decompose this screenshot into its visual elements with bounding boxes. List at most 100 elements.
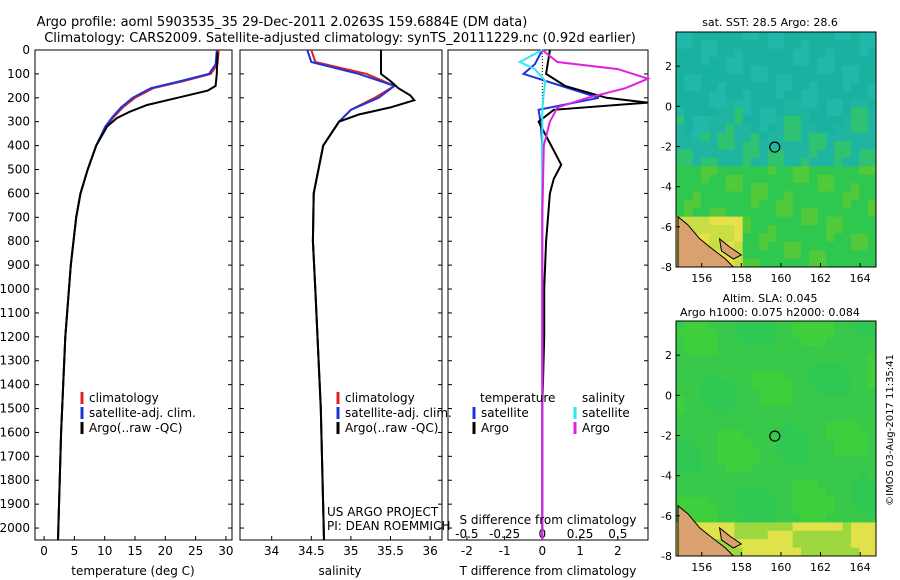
map-field-cell <box>784 455 794 465</box>
map-field-cell <box>676 354 685 364</box>
map-field-cell <box>834 362 844 372</box>
map-field-cell <box>759 258 769 268</box>
map-field-cell <box>734 65 744 75</box>
map-field-cell <box>801 99 810 109</box>
map-field-cell <box>784 488 794 498</box>
map-field-cell <box>717 82 727 92</box>
map-field-cell <box>809 124 819 134</box>
depth-tick-label: 1500 <box>0 402 30 416</box>
map-field-cell <box>826 191 835 201</box>
map-field-cell <box>767 488 777 498</box>
map-field-cell <box>684 455 694 465</box>
map-field-cell <box>776 250 785 260</box>
map-field-cell <box>767 32 777 41</box>
map-field-cell <box>784 149 794 159</box>
map-field-cell <box>784 547 794 557</box>
map-field-cell <box>792 321 802 330</box>
map-field-cell <box>809 233 819 243</box>
map-field-cell <box>726 321 735 330</box>
map-field-cell <box>692 225 702 234</box>
map-field-cell <box>809 191 819 201</box>
map-field-cell <box>759 183 769 192</box>
map-field-cell <box>726 90 735 100</box>
map-field-cell <box>859 216 869 226</box>
map-field-cell <box>826 82 835 92</box>
map-field-cell <box>767 522 777 532</box>
map-field-cell <box>809 514 819 523</box>
map-field-cell <box>726 157 735 167</box>
map-field-cell <box>817 446 827 456</box>
map-field-cell <box>809 337 819 347</box>
map-field-cell <box>859 472 869 481</box>
map-field-cell <box>742 174 752 184</box>
map-field-cell <box>842 430 852 439</box>
map-field-cell <box>834 455 844 465</box>
map-field-cell <box>776 183 785 192</box>
map-field-cell <box>834 514 844 523</box>
map-frame <box>675 320 877 557</box>
map-field-cell <box>759 216 769 226</box>
map-field-cell <box>751 321 760 330</box>
map-field-cell <box>801 430 810 439</box>
map-field-cell <box>717 539 727 549</box>
map-y-tick-label: -2 <box>661 140 672 153</box>
map-field-cell <box>692 99 702 109</box>
map-field-cell <box>784 115 794 125</box>
map-field-cell <box>734 124 744 134</box>
map-field-cell <box>701 430 710 439</box>
map-field-cell <box>767 514 777 523</box>
map-field-cell <box>809 505 819 515</box>
map-field-cell <box>851 57 860 67</box>
map-field-cell <box>809 522 819 532</box>
map-field-cell <box>826 99 835 109</box>
map-field-cell <box>809 388 819 398</box>
map-field-cell <box>834 321 844 330</box>
map-field-cell <box>751 388 760 398</box>
map-field-cell <box>859 329 869 339</box>
map-field-cell <box>842 514 852 523</box>
map-field-cell <box>751 396 760 406</box>
map-field-cell <box>759 233 769 243</box>
map-field-cell <box>751 472 760 481</box>
map-field-cell <box>776 141 785 150</box>
map-field-cell <box>767 455 777 465</box>
map-field-cell <box>701 32 710 41</box>
map-field-cell <box>867 421 877 431</box>
map-field-cell <box>792 430 802 439</box>
map-field-cell <box>817 132 827 142</box>
map-field-cell <box>834 539 844 549</box>
map-field-cell <box>767 354 777 364</box>
map-field-cell <box>767 362 777 372</box>
map-field-cell <box>792 124 802 134</box>
map-field-cell <box>709 107 719 117</box>
map-field-cell <box>676 99 685 109</box>
map-field-cell <box>692 124 702 134</box>
map-field-cell <box>701 40 710 50</box>
map-field-cell <box>842 241 852 251</box>
map-field-cell <box>776 233 785 243</box>
map-field-cell <box>767 539 777 549</box>
map-field-cell <box>692 354 702 364</box>
map-field-cell <box>867 124 877 134</box>
map-field-cell <box>676 141 685 150</box>
map-field-cell <box>867 438 877 448</box>
map-field-cell <box>826 149 835 159</box>
map-field-cell <box>751 199 760 209</box>
map-field-cell <box>834 463 844 473</box>
map-field-cell <box>809 379 819 389</box>
map-field-cell <box>776 488 785 498</box>
map-field-cell <box>709 191 719 201</box>
map-field-cell <box>684 497 694 507</box>
map-field-cell <box>842 65 852 75</box>
map-field-cell <box>859 480 869 490</box>
map-field-cell <box>742 32 752 41</box>
map-field-cell <box>776 362 785 372</box>
map-field-cell <box>801 497 810 507</box>
map-field-cell <box>701 157 710 167</box>
map-field-cell <box>692 191 702 201</box>
map-field-cell <box>826 107 835 117</box>
map-field-cell <box>684 354 694 364</box>
map-field-cell <box>859 396 869 406</box>
map-field-cell <box>734 99 744 109</box>
map-field-cell <box>851 115 860 125</box>
